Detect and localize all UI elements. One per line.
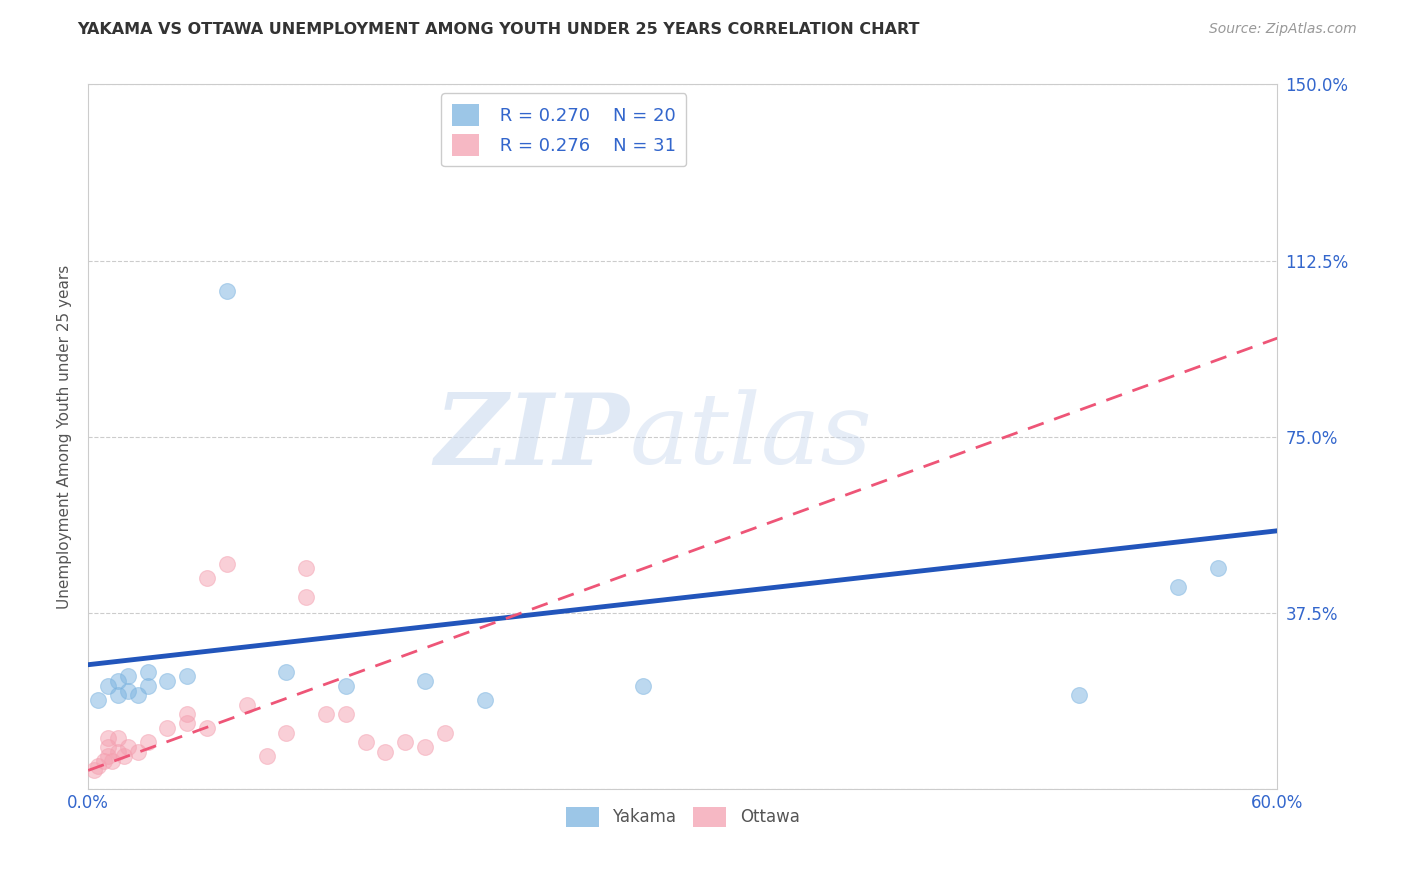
Point xyxy=(176,669,198,683)
Point xyxy=(156,721,179,735)
Point xyxy=(101,754,124,768)
Point xyxy=(127,688,149,702)
Point xyxy=(215,557,238,571)
Point xyxy=(117,683,139,698)
Point xyxy=(394,735,416,749)
Point xyxy=(474,693,496,707)
Point xyxy=(354,735,377,749)
Point xyxy=(97,739,120,754)
Point xyxy=(433,726,456,740)
Point xyxy=(87,693,110,707)
Point xyxy=(97,731,120,745)
Point xyxy=(176,706,198,721)
Point xyxy=(97,749,120,764)
Point xyxy=(1067,688,1090,702)
Point xyxy=(136,665,159,679)
Point xyxy=(97,679,120,693)
Point xyxy=(136,735,159,749)
Point xyxy=(107,674,129,689)
Point xyxy=(117,669,139,683)
Point xyxy=(413,739,436,754)
Point xyxy=(112,749,135,764)
Point xyxy=(195,721,218,735)
Point xyxy=(256,749,278,764)
Point xyxy=(83,764,105,778)
Point xyxy=(315,706,337,721)
Text: atlas: atlas xyxy=(630,389,872,484)
Point xyxy=(176,716,198,731)
Point xyxy=(295,561,318,575)
Point xyxy=(136,679,159,693)
Point xyxy=(631,679,654,693)
Text: Source: ZipAtlas.com: Source: ZipAtlas.com xyxy=(1209,22,1357,37)
Point xyxy=(215,284,238,298)
Point xyxy=(374,745,396,759)
Point xyxy=(87,758,110,772)
Text: YAKAMA VS OTTAWA UNEMPLOYMENT AMONG YOUTH UNDER 25 YEARS CORRELATION CHART: YAKAMA VS OTTAWA UNEMPLOYMENT AMONG YOUT… xyxy=(77,22,920,37)
Point xyxy=(235,698,257,712)
Point xyxy=(93,754,115,768)
Point xyxy=(1167,580,1189,594)
Y-axis label: Unemployment Among Youth under 25 years: Unemployment Among Youth under 25 years xyxy=(58,265,72,609)
Point xyxy=(107,745,129,759)
Point xyxy=(413,674,436,689)
Point xyxy=(195,571,218,585)
Text: ZIP: ZIP xyxy=(434,389,630,485)
Point xyxy=(276,726,298,740)
Point xyxy=(107,731,129,745)
Point xyxy=(1206,561,1229,575)
Point xyxy=(295,590,318,604)
Point xyxy=(156,674,179,689)
Point xyxy=(335,679,357,693)
Legend: Yakama, Ottawa: Yakama, Ottawa xyxy=(560,800,806,834)
Point xyxy=(107,688,129,702)
Point xyxy=(117,739,139,754)
Point xyxy=(276,665,298,679)
Point xyxy=(335,706,357,721)
Point xyxy=(127,745,149,759)
